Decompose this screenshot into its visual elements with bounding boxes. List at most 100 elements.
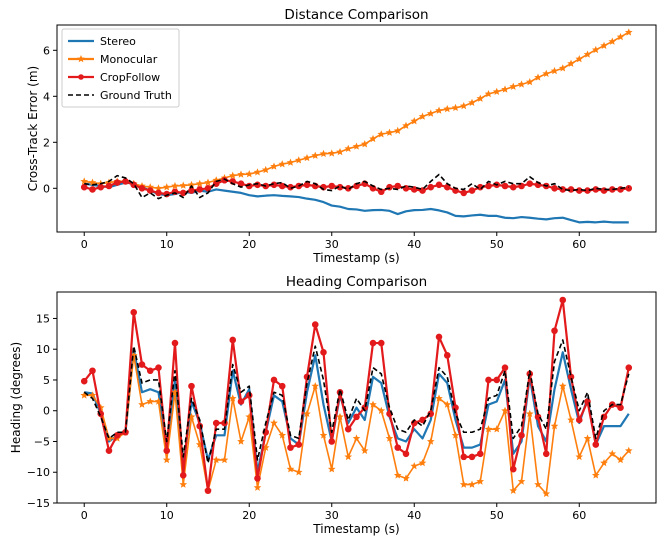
data-point [155,364,162,371]
data-point [353,413,360,421]
data-point [567,415,575,424]
data-point [377,406,386,414]
data-point [286,158,295,166]
data-point [567,59,575,67]
x-tick-label: 10 [160,238,174,251]
series-stereo [84,348,630,474]
data-point [402,121,410,129]
data-point [171,339,179,347]
data-point [616,32,625,41]
data-point [410,186,418,193]
data-point [509,183,517,191]
data-point [270,376,278,384]
data-point [196,186,204,193]
data-point [229,336,237,344]
legend-frame [61,28,180,108]
data-point [89,367,96,375]
data-point [435,106,443,114]
data-point [154,184,163,192]
y-tick-label: −10 [27,466,50,479]
data-point [419,187,426,194]
data-point [212,419,220,427]
data-point [122,178,129,185]
data-point [138,400,146,408]
data-point [303,181,311,189]
legend: Stereo Monocular CropFollow Ground Truth [61,28,180,108]
data-point [518,182,525,190]
data-point [130,309,138,316]
data-point [551,185,558,192]
data-point [212,455,221,464]
data-point [327,465,336,473]
data-point [237,437,245,445]
x-tick-label: 20 [242,238,256,251]
data-point [327,149,336,157]
data-point [435,181,443,189]
y-tick-label: −5 [34,435,50,448]
x-tick-label: 20 [242,509,256,522]
data-point [624,446,633,454]
data-point [451,103,460,112]
data-point [526,180,534,187]
data-point [460,453,468,461]
data-point [558,382,567,390]
data-point [319,431,328,439]
data-point [468,480,476,488]
data-point [80,377,88,385]
data-point [385,434,394,442]
data-point [319,149,328,158]
data-point [270,419,278,427]
data-point [476,450,484,458]
y-axis-label: Heading (degrees) [9,342,23,453]
data-point [261,165,270,174]
data-point [88,391,97,399]
data-point [245,392,253,399]
data-point [426,109,435,117]
data-point [287,444,294,451]
data-point [625,364,633,371]
data-point [344,144,353,152]
data-point [195,179,204,187]
x-tick-label: 0 [81,238,88,251]
data-point [551,327,558,335]
series-line [84,348,630,474]
data-point [179,480,188,488]
chart-title: Distance Comparison [284,7,428,23]
data-point [435,333,443,341]
data-point [485,376,492,384]
series-ground-truth [84,173,629,200]
x-tick-label: 0 [81,509,88,522]
data-point [394,182,402,190]
data-point [426,437,435,445]
y-tick-label: 10 [36,343,50,356]
series-cropfollow [80,296,633,494]
data-point [303,153,311,162]
x-tick-label: 60 [572,509,586,522]
data-point [254,181,261,189]
x-tick-label: 10 [160,509,174,522]
data-point [369,134,377,143]
data-point [204,487,212,494]
data-point [146,367,154,375]
data-point [534,480,542,488]
data-point [377,339,385,347]
x-tick-label: 40 [407,238,421,251]
x-tick-label: 40 [407,509,421,522]
data-point [163,447,171,455]
data-point [352,142,361,150]
data-point [360,446,369,454]
data-point [80,177,89,185]
data-point [228,171,237,179]
data-point [492,425,501,433]
y-axis-label: Cross-Track Error (m) [26,66,40,191]
legend-marker [77,55,85,63]
data-point [320,348,327,356]
data-point [583,50,592,58]
data-point [484,90,493,98]
data-point [509,465,517,473]
data-point [179,181,188,189]
data-point [517,477,526,485]
data-point [179,472,187,479]
data-point [624,28,633,36]
data-point [443,104,452,113]
